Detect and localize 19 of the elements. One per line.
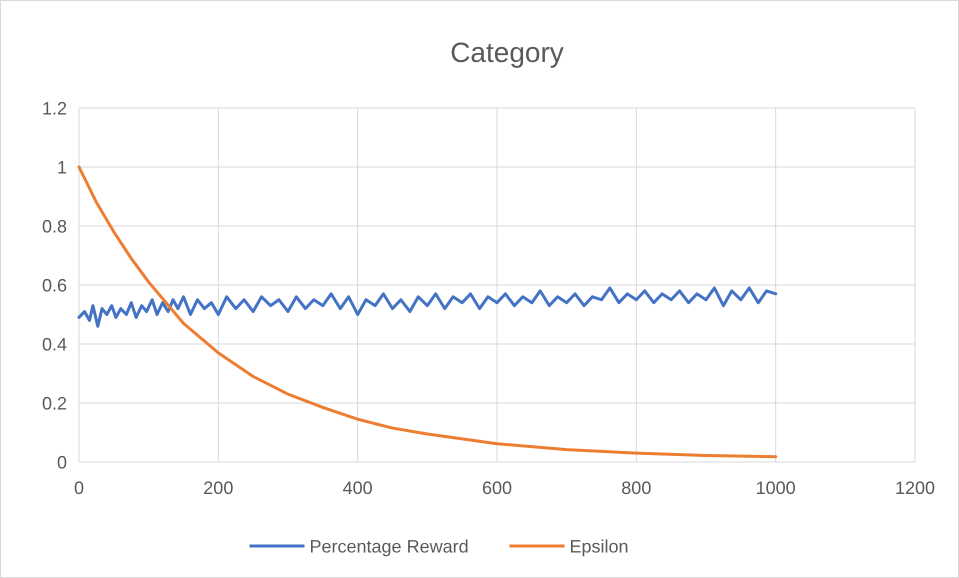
line-series <box>78 286 778 328</box>
y-tick-label: 0.2 <box>42 393 67 414</box>
legend-label: Percentage Reward <box>310 536 469 556</box>
y-tick-label: 1.2 <box>42 98 67 118</box>
legend-label: Epsilon <box>570 536 629 556</box>
y-tick-label: 1 <box>56 157 67 178</box>
x-tick-label: 200 <box>203 478 234 498</box>
x-tick-label: 1200 <box>894 478 936 498</box>
y-tick-label: 0 <box>56 452 67 472</box>
x-tick-label: 1000 <box>756 478 796 498</box>
y-tick-label: 0.8 <box>42 216 67 236</box>
x-tick-label: 600 <box>482 478 512 498</box>
x-tick-label: 0 <box>74 478 84 498</box>
y-tick-label: 0.6 <box>42 275 67 296</box>
line-series <box>78 166 778 458</box>
chart-title: Category <box>450 37 564 68</box>
x-tick-label: 800 <box>621 478 652 498</box>
x-tick-label: 400 <box>342 478 373 498</box>
y-tick-label: 0.4 <box>42 334 67 354</box>
